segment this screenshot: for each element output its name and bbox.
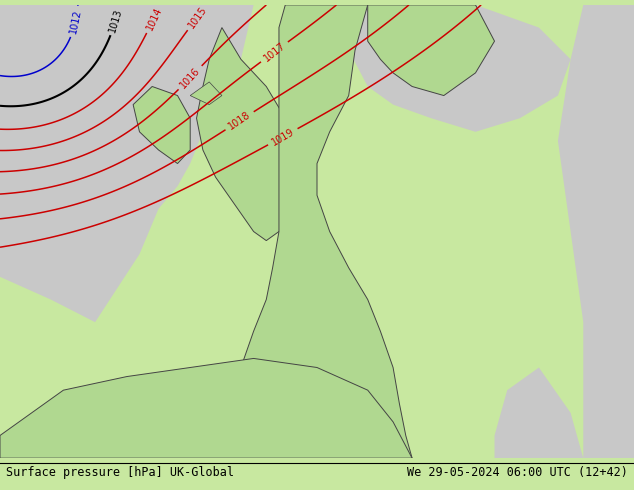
Polygon shape	[495, 368, 634, 458]
Polygon shape	[0, 5, 254, 322]
Polygon shape	[0, 359, 412, 458]
Text: 1014: 1014	[144, 5, 164, 32]
Text: 1013: 1013	[108, 7, 124, 33]
Polygon shape	[349, 5, 571, 132]
Polygon shape	[190, 82, 222, 105]
Polygon shape	[558, 5, 634, 458]
Text: Surface pressure [hPa] UK-Global: Surface pressure [hPa] UK-Global	[6, 466, 235, 479]
Polygon shape	[241, 5, 412, 458]
Text: 1019: 1019	[269, 126, 296, 147]
Text: We 29-05-2024 06:00 UTC (12+42): We 29-05-2024 06:00 UTC (12+42)	[407, 466, 628, 479]
Polygon shape	[368, 5, 495, 96]
Polygon shape	[133, 86, 190, 164]
Text: 1018: 1018	[227, 110, 252, 132]
Text: 1017: 1017	[262, 40, 287, 63]
Polygon shape	[197, 27, 304, 241]
Text: 1016: 1016	[178, 65, 202, 90]
Text: 1012: 1012	[68, 8, 83, 35]
Text: 1015: 1015	[186, 4, 209, 30]
